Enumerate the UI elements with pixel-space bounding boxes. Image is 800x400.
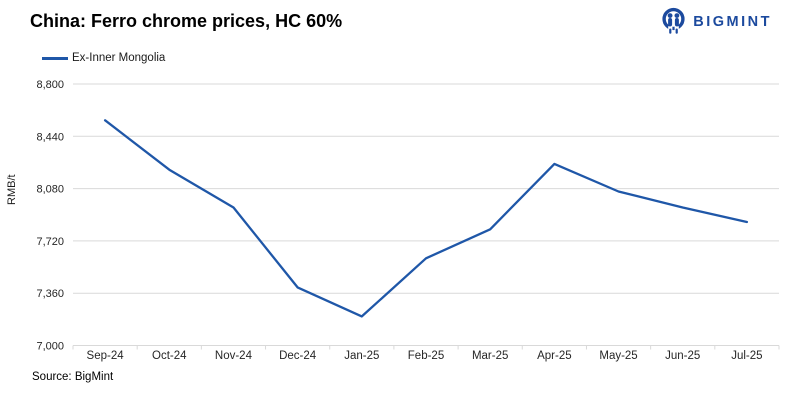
x-tick-label: Sep-24 (87, 350, 125, 362)
chart-title: China: Ferro chrome prices, HC 60% (30, 11, 343, 31)
x-tick-label: Apr-25 (537, 350, 572, 362)
y-tick-label: 7,720 (36, 236, 64, 248)
series-line-ex-inner-mongolia (103, 119, 749, 318)
bigmint-logo-text: BIGMINT (693, 13, 772, 30)
y-tick-label: 8,080 (36, 184, 64, 196)
bigmint-logo: BIGMINT (660, 7, 772, 36)
y-tick-label: 8,800 (36, 79, 64, 91)
x-tick-label: Jun-25 (665, 350, 700, 362)
source-note: Source: BigMint (32, 371, 114, 383)
legend-label: Ex-Inner Mongolia (72, 52, 166, 64)
x-tick-label: Oct-24 (152, 350, 187, 362)
y-tick-label: 8,440 (36, 131, 64, 143)
legend-line-swatch (42, 56, 68, 60)
x-tick-label: Mar-25 (472, 350, 508, 362)
y-tick-label: 7,360 (36, 288, 64, 300)
legend: Ex-Inner Mongolia (42, 51, 165, 65)
bigmint-people-icon (660, 7, 687, 36)
y-tick-label: 7,000 (36, 341, 64, 353)
x-tick-label: Nov-24 (215, 350, 253, 362)
x-tick-label: Jul-25 (731, 350, 762, 362)
x-tick-label: Dec-24 (279, 350, 317, 362)
x-tick-label: Feb-25 (408, 350, 444, 362)
x-tick-label: Jan-25 (344, 350, 379, 362)
x-tick-label: May-25 (599, 350, 637, 362)
